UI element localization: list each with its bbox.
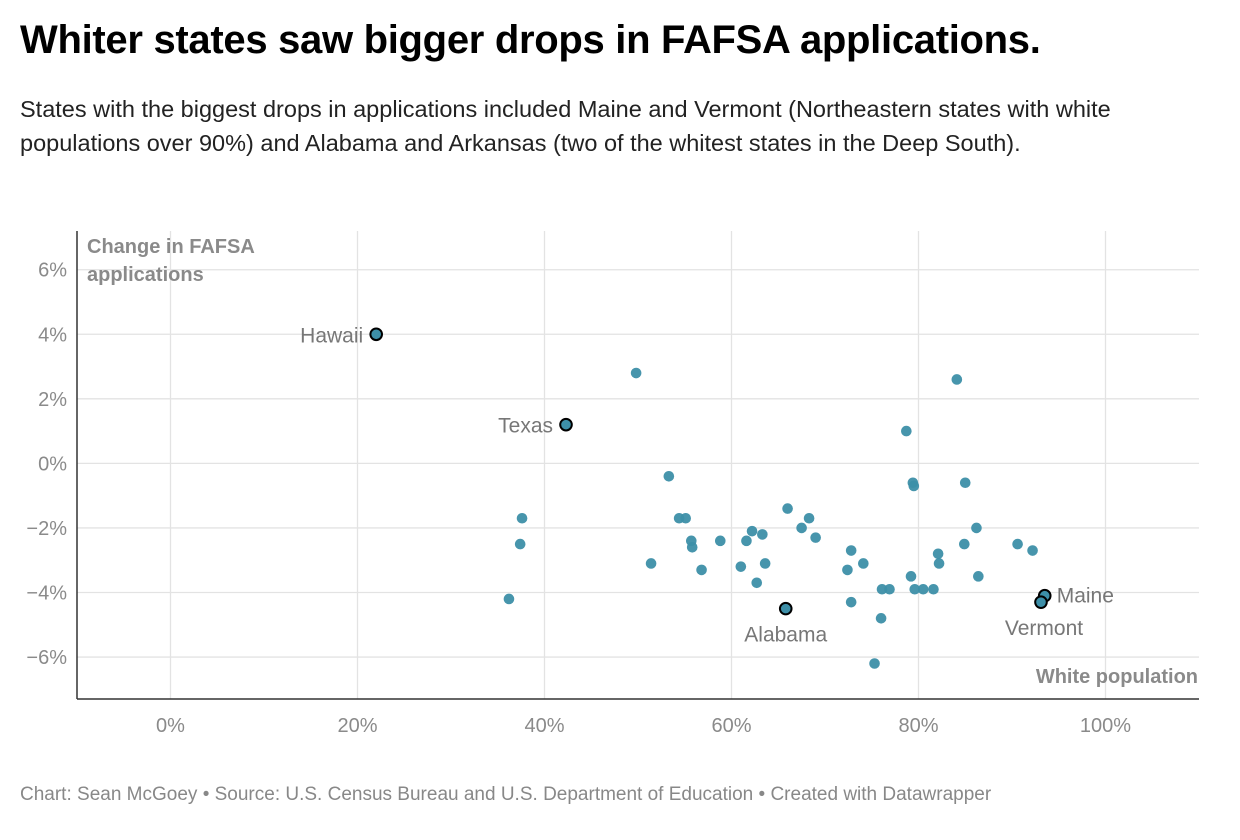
point-label: Alabama xyxy=(744,624,827,647)
data-point xyxy=(503,593,515,605)
point-label: Vermont xyxy=(1005,617,1083,640)
data-point xyxy=(514,538,526,550)
scatter-chart: 6% 4% 2% 0% −2% −4% −6% 0% 20% 40% 60% 80% 100% Hawa… xyxy=(26,231,1199,737)
data-point xyxy=(858,558,869,569)
data-point xyxy=(757,529,768,540)
y-axis-title-line-1: Change in FAFSA xyxy=(87,236,255,258)
data-point xyxy=(951,374,963,385)
data-point xyxy=(803,512,815,524)
data-point xyxy=(971,522,982,534)
data-point xyxy=(741,535,752,547)
data-point xyxy=(932,548,944,560)
data-point xyxy=(973,571,984,582)
data-point xyxy=(680,512,691,524)
tick-labels: 6% 4% 2% 0% −2% −4% −6% 0% 20% 40% 60% 80% 100% xyxy=(26,260,1131,737)
point-labels: Hawaii Texas Alabama Maine Vermont xyxy=(300,324,1114,646)
x-tick-label: 60% xyxy=(711,715,751,737)
data-point xyxy=(901,425,912,437)
y-tick-label: 4% xyxy=(38,324,67,346)
data-point xyxy=(917,583,929,595)
data-point xyxy=(714,535,726,547)
y-axis-title-line-2: applications xyxy=(87,264,204,286)
data-point xyxy=(663,470,675,482)
grid-lines xyxy=(77,231,1199,699)
data-point xyxy=(845,545,857,556)
data-point xyxy=(759,558,771,569)
data-point xyxy=(959,538,970,550)
data-point xyxy=(630,367,642,379)
data-point xyxy=(869,658,880,669)
data-point xyxy=(875,613,887,624)
data-point xyxy=(516,512,528,524)
y-tick-label: −6% xyxy=(26,647,67,669)
y-tick-label: 0% xyxy=(38,453,67,475)
data-point xyxy=(909,583,921,595)
data-point xyxy=(645,558,657,569)
point-label: Maine xyxy=(1057,585,1114,608)
highlighted-point xyxy=(1034,595,1048,609)
data-point xyxy=(1027,545,1038,556)
data-point xyxy=(908,480,920,492)
data-point xyxy=(735,561,747,572)
chart-title: Whiter states saw bigger drops in FAFSA … xyxy=(20,18,1041,62)
y-tick-label: 2% xyxy=(38,389,67,411)
x-tick-label: 0% xyxy=(156,715,185,737)
data-point xyxy=(905,571,917,582)
point-label: Hawaii xyxy=(300,324,363,347)
chart-subtitle: States with the biggest drops in applica… xyxy=(20,96,1111,156)
y-tick-label: 6% xyxy=(38,260,67,282)
highlighted-point xyxy=(559,417,573,432)
x-tick-label: 100% xyxy=(1080,715,1131,737)
data-point xyxy=(782,503,793,514)
data-point xyxy=(933,558,945,569)
y-tick-label: −4% xyxy=(26,582,67,604)
x-axis-title: White population xyxy=(1036,666,1198,688)
data-point xyxy=(876,583,888,595)
data-point xyxy=(746,525,758,537)
data-point xyxy=(845,596,857,608)
data-point xyxy=(796,522,807,534)
data-point xyxy=(810,532,821,543)
data-point xyxy=(696,564,707,576)
highlighted-point xyxy=(369,327,384,342)
data-point xyxy=(884,583,895,595)
data-point xyxy=(842,564,853,576)
data-point xyxy=(959,477,971,489)
x-tick-label: 20% xyxy=(337,715,377,737)
data-point xyxy=(751,577,763,589)
data-point xyxy=(1012,538,1023,550)
data-point xyxy=(686,542,698,553)
chart-footer: Chart: Sean McGoey • Source: U.S. Census… xyxy=(20,784,992,805)
x-tick-label: 80% xyxy=(898,715,938,737)
point-label: Texas xyxy=(498,415,553,438)
x-tick-label: 40% xyxy=(524,715,564,737)
axes xyxy=(76,231,1199,700)
data-points xyxy=(369,327,1052,669)
data-point xyxy=(928,583,939,595)
y-tick-label: −2% xyxy=(26,518,67,540)
highlighted-point xyxy=(778,601,793,616)
